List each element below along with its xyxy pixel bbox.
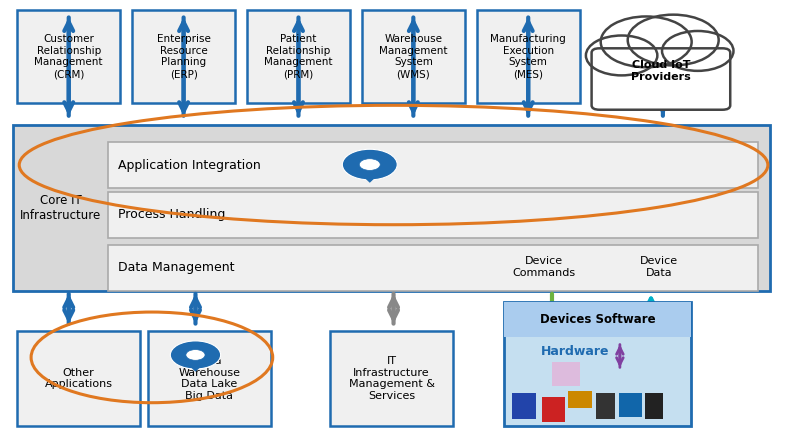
FancyBboxPatch shape [108, 142, 758, 188]
Text: Data Management: Data Management [118, 261, 235, 274]
Text: IT
Infrastructure
Management &
Services: IT Infrastructure Management & Services [348, 356, 435, 401]
Text: Customer
Relationship
Management
(CRM): Customer Relationship Management (CRM) [34, 34, 103, 79]
FancyBboxPatch shape [591, 49, 731, 110]
Text: Enterprise
Resource
Planning
(ERP): Enterprise Resource Planning (ERP) [157, 34, 211, 79]
FancyBboxPatch shape [17, 10, 120, 103]
Text: Cloud IoT
Providers: Cloud IoT Providers [631, 60, 691, 82]
Text: Data
Warehouse
Data Lake
Big Data: Data Warehouse Data Lake Big Data [178, 356, 240, 401]
Text: Devices Software: Devices Software [540, 313, 655, 326]
Text: Application Integration: Application Integration [118, 158, 261, 171]
Polygon shape [351, 165, 388, 182]
Polygon shape [179, 355, 212, 371]
FancyBboxPatch shape [108, 245, 758, 291]
FancyBboxPatch shape [512, 393, 536, 419]
FancyBboxPatch shape [330, 331, 453, 426]
FancyBboxPatch shape [362, 10, 465, 103]
Text: Other
Applications: Other Applications [45, 368, 113, 389]
Circle shape [343, 149, 398, 180]
Circle shape [586, 36, 657, 75]
Text: Process Handling: Process Handling [118, 208, 225, 221]
Text: Manufacturing
Execution
System
(MES): Manufacturing Execution System (MES) [491, 34, 566, 79]
FancyBboxPatch shape [619, 393, 642, 417]
FancyBboxPatch shape [148, 331, 271, 426]
Circle shape [628, 15, 719, 65]
Text: Warehouse
Management
System
(WMS): Warehouse Management System (WMS) [379, 34, 448, 79]
Text: Core IT
Infrastructure: Core IT Infrastructure [20, 194, 102, 222]
Text: Hardware: Hardware [541, 345, 610, 358]
Circle shape [186, 350, 205, 360]
FancyBboxPatch shape [14, 125, 770, 291]
Circle shape [170, 341, 221, 369]
FancyBboxPatch shape [646, 393, 663, 419]
Text: Device
Data: Device Data [640, 256, 678, 278]
Text: Patient
Relationship
Management
(PRM): Patient Relationship Management (PRM) [264, 34, 333, 79]
FancyBboxPatch shape [595, 393, 615, 419]
FancyBboxPatch shape [505, 302, 691, 337]
FancyBboxPatch shape [132, 10, 235, 103]
FancyBboxPatch shape [17, 331, 140, 426]
Circle shape [662, 31, 734, 71]
FancyBboxPatch shape [108, 191, 758, 238]
FancyBboxPatch shape [568, 391, 591, 408]
FancyBboxPatch shape [552, 362, 580, 386]
FancyBboxPatch shape [477, 10, 580, 103]
Text: Device
Commands: Device Commands [513, 256, 576, 278]
FancyBboxPatch shape [505, 302, 691, 426]
FancyBboxPatch shape [247, 10, 350, 103]
Circle shape [601, 16, 692, 67]
Circle shape [359, 159, 380, 170]
FancyBboxPatch shape [542, 397, 564, 421]
